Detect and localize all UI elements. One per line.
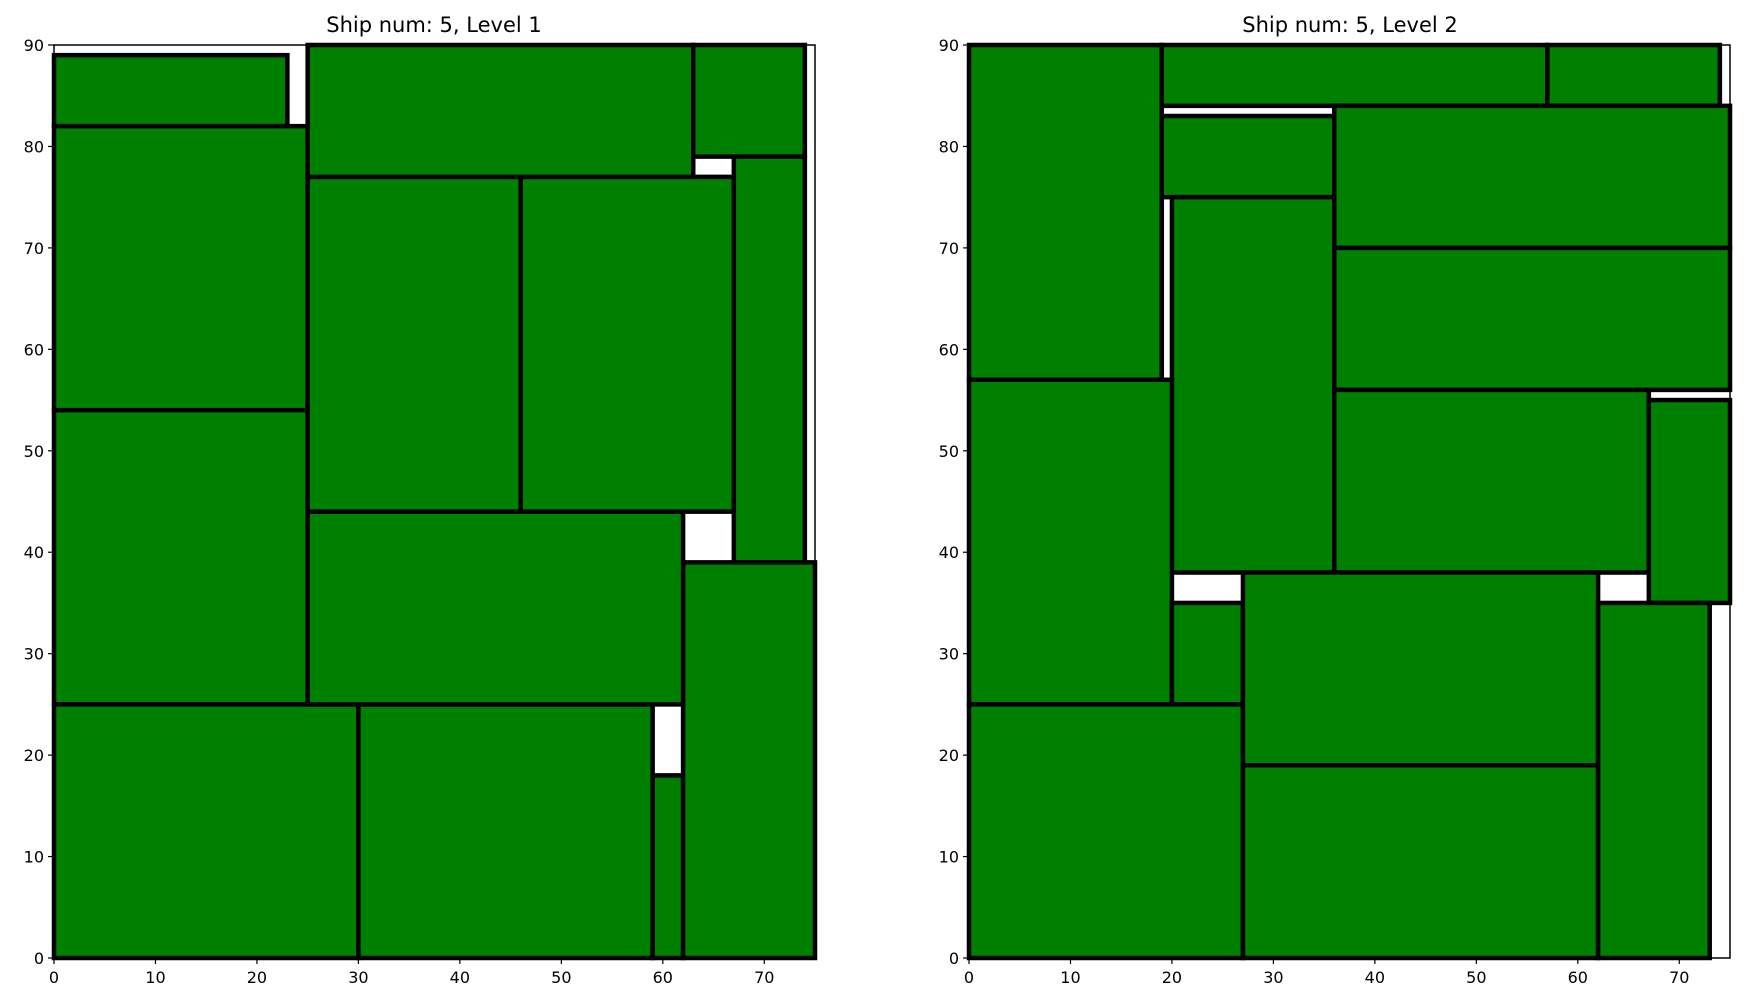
rect-group	[51, 42, 818, 961]
ship-rect-12	[731, 154, 808, 565]
ship-rect-2	[1545, 42, 1723, 109]
x-tick-label: 30	[348, 968, 368, 987]
x-tick-label: 10	[145, 968, 165, 987]
y-tick-label: 80	[24, 137, 44, 156]
ship-rect-7	[1332, 387, 1652, 575]
x-tick-label: 10	[1060, 968, 1080, 987]
x-tick-label: 40	[450, 968, 470, 987]
rect-group	[966, 42, 1733, 961]
ship-rect-3	[1159, 113, 1337, 200]
chart-level-2: Ship num: 5, Level 2 0 10 20 30 40 50 60 70 0 10 2…	[939, 13, 1733, 987]
ship-rect-4	[1332, 103, 1733, 251]
ship-rect-7	[305, 509, 686, 707]
y-tick-label: 0	[949, 949, 959, 968]
ship-rect-0	[51, 52, 290, 129]
ship-rect-10	[305, 42, 696, 180]
y-tick-label: 20	[24, 746, 44, 765]
ship-rect-12	[1240, 570, 1601, 768]
ship-rect-13	[1240, 763, 1601, 961]
x-tick-label: 60	[1568, 968, 1588, 987]
ship-rect-8	[305, 174, 523, 514]
y-tick-label: 20	[939, 746, 959, 765]
y-tick-label: 30	[24, 645, 44, 664]
x-tick-label: 70	[1669, 968, 1689, 987]
axes: 0 10 20 30 40 50 60 70 0 10 20 30 40 50 60 70 80 90	[939, 36, 1731, 987]
ship-rect-1	[51, 123, 310, 413]
chart-title: Ship num: 5, Level 2	[1242, 13, 1458, 37]
chart-title: Ship num: 5, Level 1	[326, 13, 542, 37]
y-tick-label: 60	[24, 340, 44, 359]
x-tick-label: 20	[1162, 968, 1182, 987]
axes-frame	[53, 44, 816, 959]
y-tick-label: 80	[939, 137, 959, 156]
ship-rect-3	[51, 702, 361, 961]
x-tick-label: 0	[49, 968, 59, 987]
y-tick-label: 70	[939, 239, 959, 258]
y-tick-label: 40	[939, 543, 959, 562]
ship-rect-2	[51, 407, 310, 707]
y-tick-label: 90	[939, 36, 959, 55]
x-tick-label: 50	[551, 968, 571, 987]
y-tick-label: 50	[24, 442, 44, 461]
ship-rect-6	[680, 560, 818, 961]
x-tick-label: 50	[1466, 968, 1486, 987]
ship-rect-5	[650, 773, 686, 961]
x-tick-label: 30	[1263, 968, 1283, 987]
x-tick-label: 60	[653, 968, 673, 987]
ship-rect-10	[1169, 600, 1246, 707]
y-tick-label: 60	[939, 340, 959, 359]
x-tick-label: 0	[964, 968, 974, 987]
ship-rect-11	[690, 42, 808, 159]
ship-rect-9	[518, 174, 737, 514]
y-tick-label: 10	[939, 848, 959, 867]
y-tick-label: 10	[24, 848, 44, 867]
ship-rect-8	[1646, 397, 1733, 606]
chart-level-1: Ship num: 5, Level 1 0 10 20 30 40 50 60 70 0 10 2…	[24, 13, 818, 987]
ship-rect-4	[356, 702, 655, 961]
axes: 0 10 20 30 40 50 60 70 0 10 20 30 40 50 60 70 80 90	[24, 36, 816, 987]
y-tick-label: 70	[24, 239, 44, 258]
y-tick-label: 90	[24, 36, 44, 55]
ship-rect-11	[966, 702, 1246, 961]
x-tick-label: 40	[1365, 968, 1385, 987]
ship-rect-5	[1332, 245, 1733, 393]
ship-rect-6	[1169, 194, 1337, 575]
y-tick-label: 40	[24, 543, 44, 562]
x-tick-label: 70	[754, 968, 774, 987]
y-tick-label: 0	[34, 949, 44, 968]
ship-rect-0	[966, 42, 1165, 383]
y-tick-label: 30	[939, 645, 959, 664]
ship-rect-1	[1159, 42, 1550, 109]
ship-rect-9	[966, 377, 1175, 707]
x-tick-label: 20	[247, 968, 267, 987]
y-tick-label: 50	[939, 442, 959, 461]
axes-frame	[968, 44, 1731, 959]
ship-rect-14	[1595, 600, 1712, 961]
